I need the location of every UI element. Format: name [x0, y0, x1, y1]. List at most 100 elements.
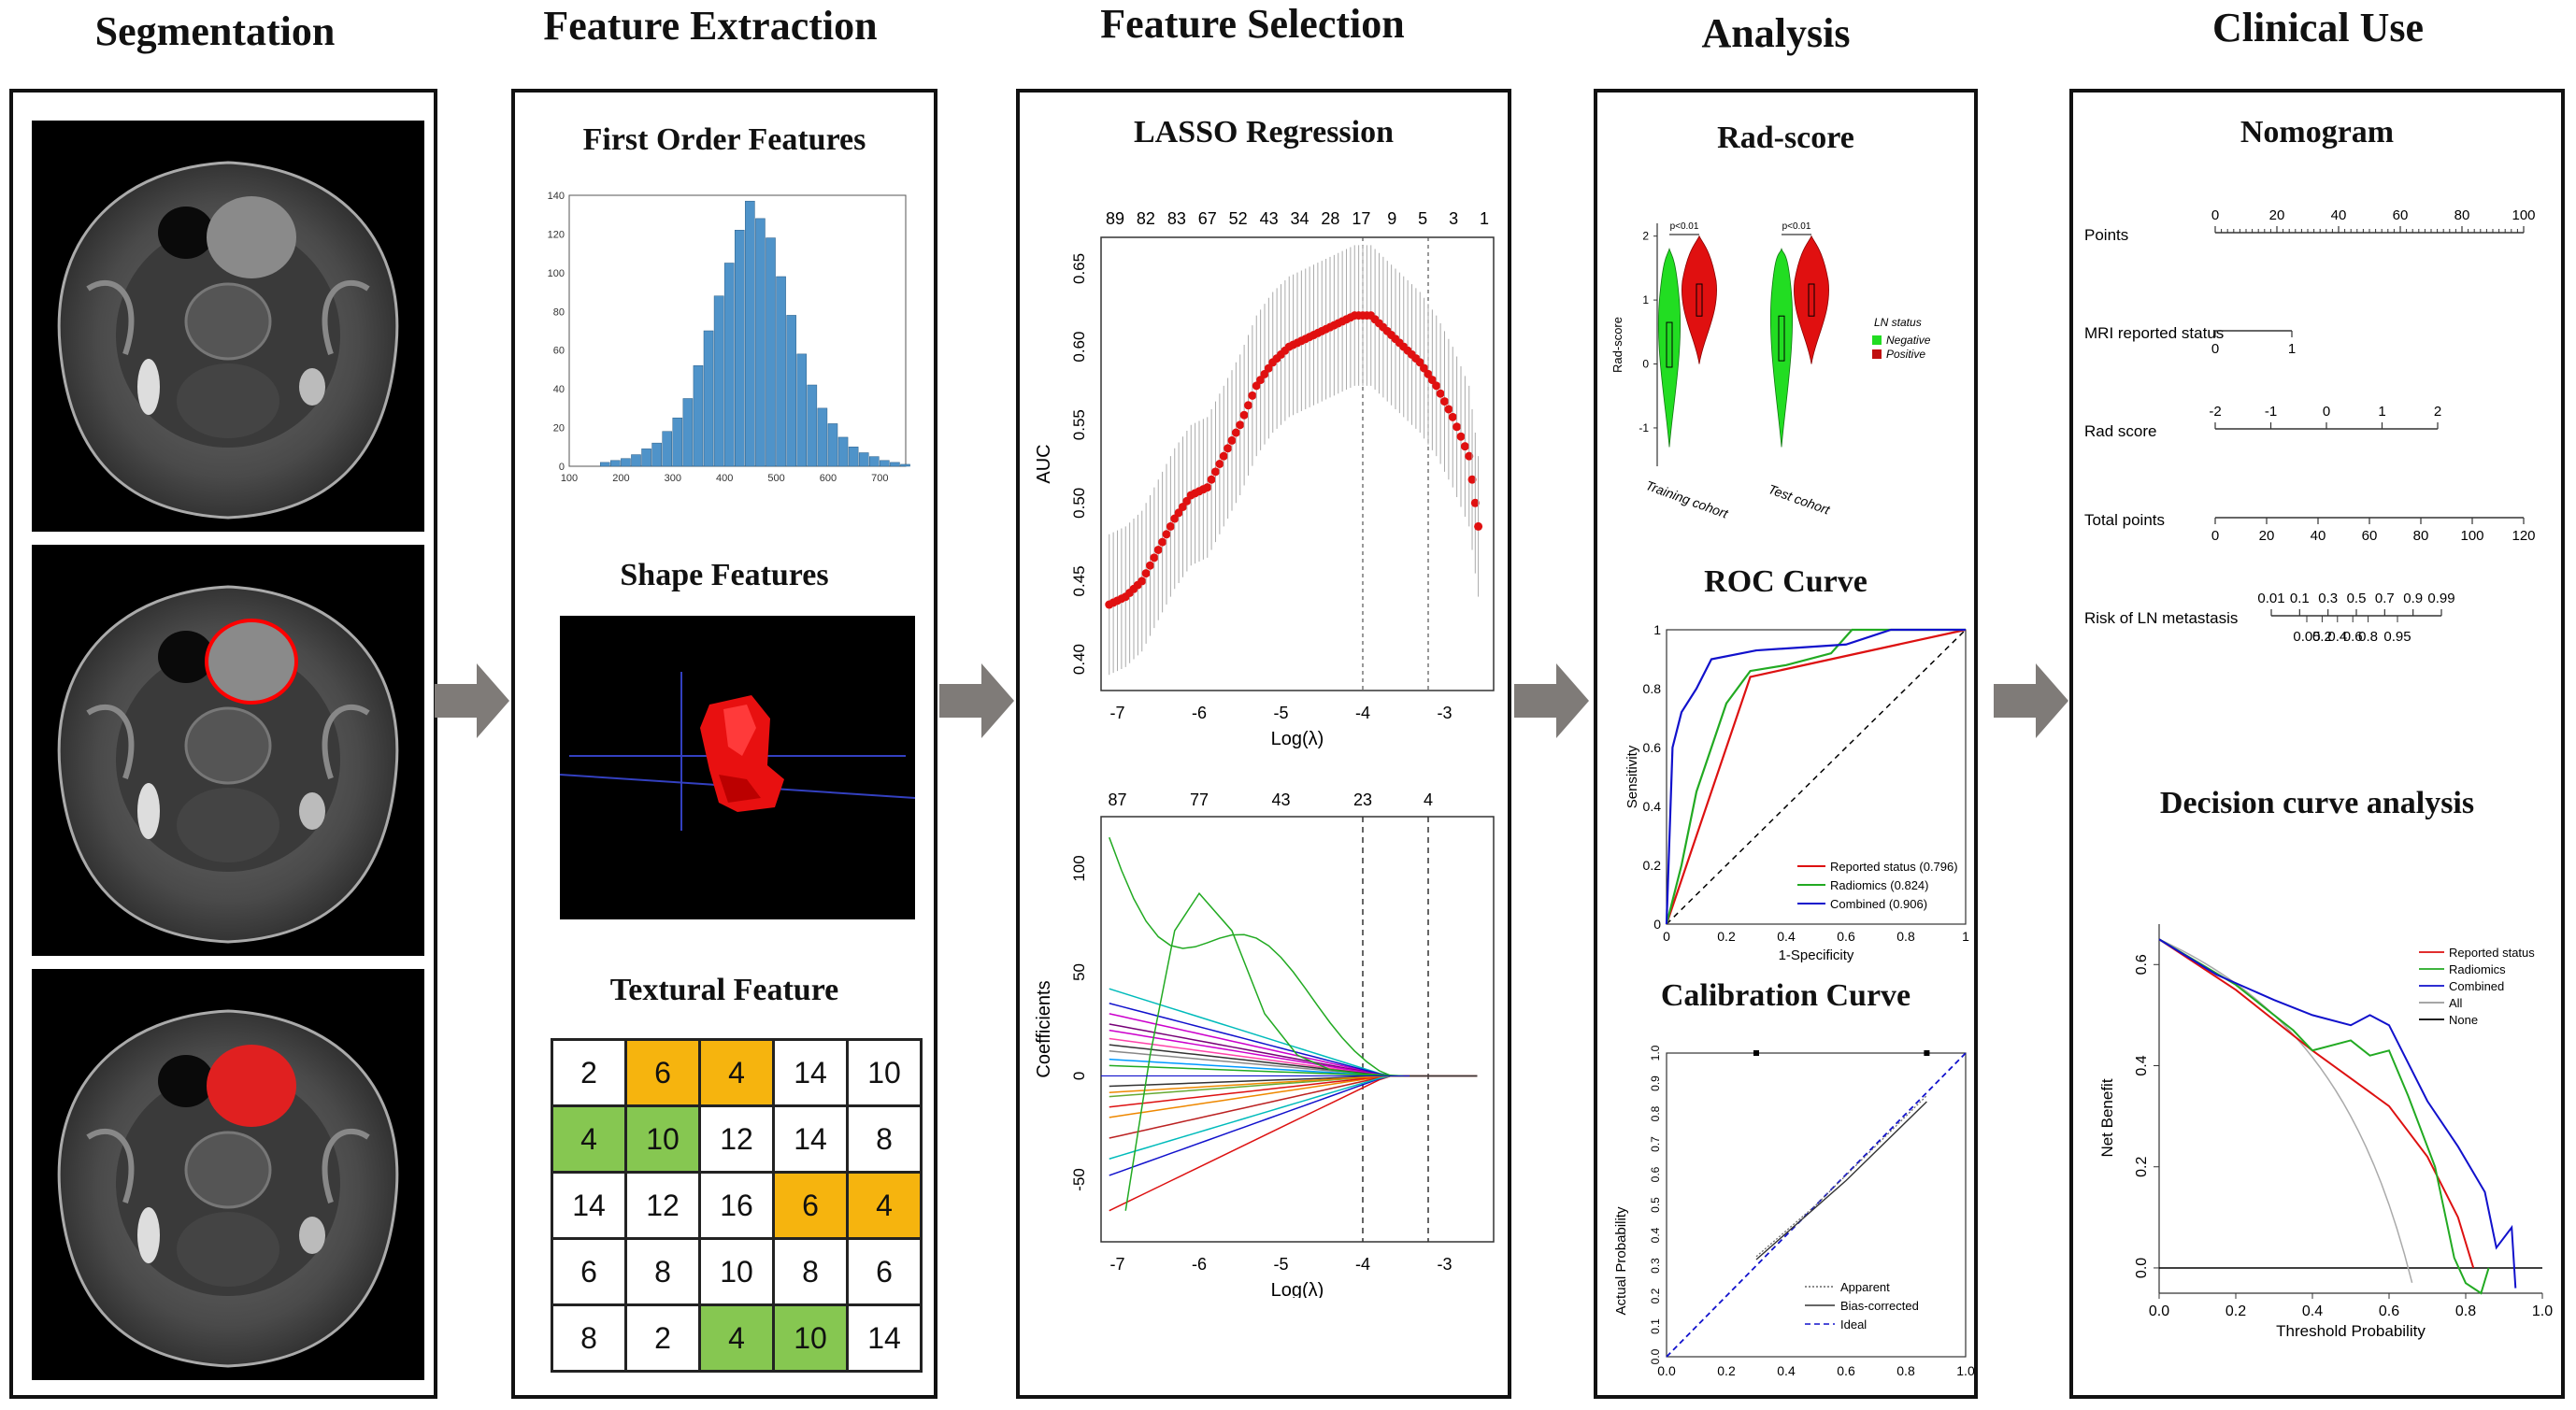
nomogram-tick-label: 20 [2269, 207, 2285, 223]
histogram-bar [848, 447, 859, 467]
plot-frame [1666, 1052, 1967, 1358]
top-tick-label: 83 [1167, 209, 1186, 228]
auc-point [1179, 502, 1187, 511]
auc-point [1260, 369, 1269, 378]
ideal-line [1666, 1052, 1967, 1358]
legend-swatch [1872, 349, 1882, 359]
glcm-cell: 14 [551, 1171, 627, 1240]
x-tick-label: 100 [561, 473, 578, 484]
y-tick-label: 0 [1070, 1072, 1088, 1080]
histogram-bar [868, 456, 880, 467]
x-tick-label: -4 [1355, 704, 1370, 722]
category-label: Training cohort [1644, 477, 1731, 521]
histogram-bar [672, 417, 683, 467]
all-curve [2158, 938, 2413, 1284]
feature-selection-panel: LASSO Regression 89 82 83 67 52 43 34 28 17 9 5 3 1 -… [1016, 89, 1511, 1399]
auc-point [1141, 569, 1151, 578]
auc-point [1415, 358, 1424, 367]
auc-point [1420, 363, 1429, 373]
auc-point [1244, 401, 1252, 410]
coefficient-path [1109, 1044, 1478, 1077]
y-tick-label: 0.1 [1649, 1318, 1662, 1334]
y-tick-label: 0.7 [1649, 1136, 1662, 1152]
glcm-cell: 10 [846, 1038, 923, 1107]
x-tick-label: -4 [1355, 1255, 1370, 1274]
y-tick-label: 0.4 [1643, 799, 1662, 814]
nomogram-tick-label: 0.6 [2343, 629, 2363, 645]
auc-point [1146, 561, 1154, 570]
auc-point [1150, 553, 1159, 563]
legend-label: Radiomics [2449, 962, 2506, 976]
p-value-label: p<0.01 [1670, 221, 1699, 232]
nomogram-tick-label: 0.9 [2403, 591, 2423, 606]
x-tick-label: 1 [1962, 929, 1969, 944]
nomogram-tick-label: 0.2 [2312, 629, 2332, 645]
y-tick-label: 100 [548, 268, 565, 279]
histogram-bar [776, 276, 786, 467]
calibration-chart: 0.0 0.2 0.4 0.6 0.8 1.0 0.0 0.1 0.2 0.3 0.4 0.5 0.6 0… [1613, 1045, 1975, 1378]
histogram-bar [651, 442, 662, 467]
y-axis-label: Coefficients [1034, 980, 1054, 1077]
auc-point [1465, 451, 1474, 461]
glcm-row: 6 8 10 8 6 [551, 1237, 923, 1306]
x-tick-label: -6 [1192, 704, 1207, 722]
auc-point [1424, 369, 1433, 378]
first-order-title: First Order Features [582, 122, 866, 157]
decision-curve [2158, 938, 2490, 1295]
glcm-cell: 8 [846, 1104, 923, 1174]
shape-features-title: Shape Features [620, 558, 829, 592]
auc-point [1456, 432, 1466, 441]
nomogram-tick-label: 0.1 [2290, 591, 2310, 606]
y-tick-label: 50 [1070, 963, 1088, 981]
glcm-cell: 10 [698, 1237, 775, 1306]
auc-point [1227, 435, 1237, 445]
glcm-matrix: 2 6 4 14 10 4 10 12 14 8 14 12 16 6 4 6 8 10 8 6 8 2 4 10 14 [551, 1038, 923, 1373]
x-tick-label: 0.8 [2455, 1303, 2476, 1319]
auc-point [1440, 397, 1449, 406]
nomogram-tick-label: 40 [2331, 207, 2347, 223]
stage-title-segmentation: Segmentation [94, 8, 336, 54]
stage-title-analysis: Analysis [1701, 10, 1851, 56]
nomogram-tick-label: 120 [2512, 528, 2535, 544]
top-tick-label: 9 [1387, 209, 1396, 228]
y-tick-label: 0.6 [1643, 740, 1662, 755]
nomogram-row-label: MRI reported status [2084, 324, 2224, 342]
auc-point [1224, 444, 1233, 453]
nomogram-tick-label: 0.95 [2383, 629, 2411, 645]
top-tick-label: 89 [1106, 209, 1124, 228]
lasso-auc-chart: 89 82 83 67 52 43 34 28 17 9 5 3 1 -7 -6 -5 -4 -3 0.40 0.45… [1034, 209, 1495, 749]
rug-mark [1753, 1050, 1759, 1056]
y-tick-label: 0.0 [2134, 1258, 2150, 1278]
box [1666, 321, 1673, 368]
y-tick-label: 0.65 [1070, 253, 1088, 284]
x-tick-label: 0.8 [1896, 1363, 1915, 1378]
glcm-cell: 6 [846, 1237, 923, 1306]
histogram-bar [745, 200, 755, 467]
histogram-bar [755, 218, 766, 467]
auc-point [1174, 508, 1183, 518]
arrow-icon [1514, 663, 1589, 738]
x-tick-label: 0.0 [2149, 1303, 2169, 1319]
legend-label: Ideal [1840, 1317, 1867, 1332]
y-tick-label: 0.8 [1643, 681, 1662, 696]
legend-label: Combined [2449, 979, 2504, 993]
y-tick-label: 0 [1653, 917, 1661, 932]
box [1696, 283, 1703, 317]
glcm-row: 8 2 4 10 14 [551, 1303, 923, 1373]
glcm-cell: 12 [624, 1171, 701, 1240]
coefficient-path [1109, 1075, 1478, 1212]
auc-point [1182, 496, 1192, 506]
y-tick-label: 140 [548, 191, 565, 202]
x-tick-label: 0.6 [2379, 1303, 2399, 1319]
y-tick-label: 0.40 [1070, 644, 1088, 675]
x-tick-label: 700 [871, 473, 888, 484]
y-tick-label: 0.6 [2134, 954, 2150, 975]
histogram-bar [713, 295, 724, 467]
auc-point [1256, 376, 1266, 385]
auc-point [1453, 422, 1462, 432]
clinical-use-panel: Nomogram Points 0 20 40 60 80 100 MRI reported … [2069, 89, 2565, 1399]
glcm-cell: 10 [624, 1104, 701, 1174]
legend-label: Radiomics (0.824) [1830, 878, 1929, 892]
calibration-title: Calibration Curve [1660, 978, 1911, 1013]
